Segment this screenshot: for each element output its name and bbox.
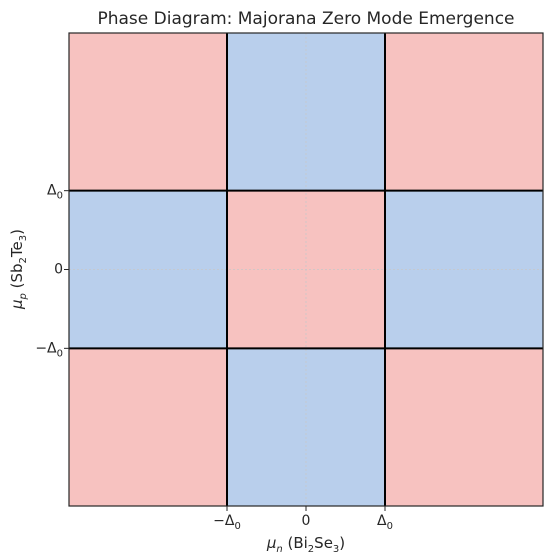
region-topological-3 (69, 190, 227, 349)
region-topological-5 (385, 190, 543, 349)
x-axis-label: μn (Bi2Se3) (266, 534, 345, 555)
x-tick-label-0: −Δ0 (213, 513, 241, 532)
y-tick-label-1: 0 (54, 262, 63, 278)
region-topological-1 (227, 33, 385, 191)
phase-boundaries (69, 33, 543, 506)
region-trivial-6 (69, 348, 227, 506)
x-tick-label-2: Δ0 (377, 513, 393, 532)
y-axis-label: μp (Sb2Te3) (8, 229, 29, 310)
y-axis-ticks: Δ0 0 −Δ0 (35, 183, 69, 359)
region-trivial-2 (385, 33, 543, 191)
region-trivial-8 (385, 348, 543, 506)
y-tick-label-0: Δ0 (47, 183, 63, 202)
x-axis-ticks: −Δ0 0 Δ0 (213, 506, 393, 532)
y-tick-label-2: −Δ0 (35, 340, 63, 359)
x-tick-label-1: 0 (302, 513, 311, 529)
chart-title: Phase Diagram: Majorana Zero Mode Emerge… (97, 9, 514, 29)
region-trivial-0 (69, 33, 227, 191)
